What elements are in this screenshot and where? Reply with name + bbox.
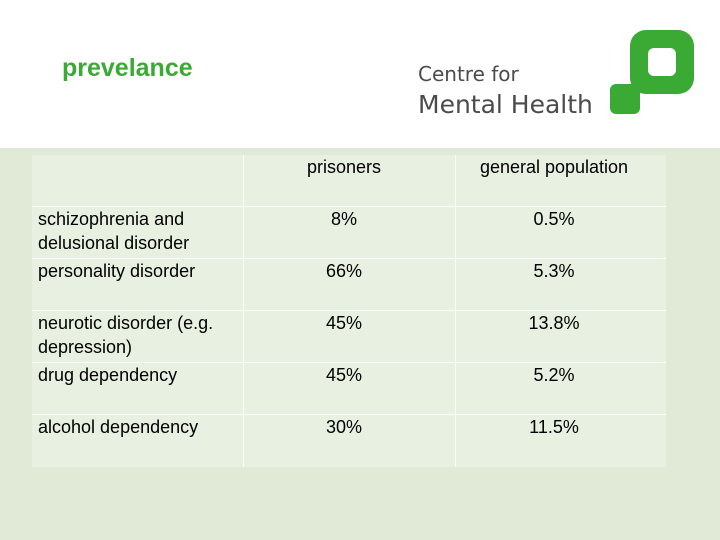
row-divider [32,310,666,311]
row-label: schizophrenia and delusional disorder [38,209,190,253]
row-label: drug dependency [38,365,178,385]
prevalence-table: prisoners general population schizophren… [32,155,666,467]
general-population-value: 5.3% [533,261,575,281]
header-band: prevelance Centre for Mental Health [0,0,720,148]
prisoners-value: 45% [325,313,363,333]
logo-mark-icon [610,30,694,114]
column-divider [455,155,456,467]
logo-text-line1: Centre for [418,62,519,86]
general-population-value: 5.2% [533,365,575,385]
prisoners-value: 8% [330,209,357,229]
logo-text-line2: Mental Health [418,90,593,119]
row-divider [32,362,666,363]
column-header-general-population: general population [479,157,629,177]
prisoners-value: 45% [325,365,363,385]
row-label: alcohol dependency [38,417,199,437]
column-header-prisoners: prisoners [306,157,382,177]
row-divider [32,258,666,259]
general-population-value: 13.8% [528,313,580,333]
row-divider [32,206,666,207]
row-label: neurotic disorder (e.g. depression) [38,313,214,357]
row-label: personality disorder [38,261,196,281]
column-divider [243,155,244,467]
centre-for-mental-health-logo: Centre for Mental Health [418,24,708,124]
prisoners-value: 30% [325,417,363,437]
slide-title: prevelance [62,54,193,82]
prisoners-value: 66% [325,261,363,281]
general-population-value: 11.5% [529,417,579,437]
general-population-value: 0.5% [533,209,575,229]
row-divider [32,414,666,415]
